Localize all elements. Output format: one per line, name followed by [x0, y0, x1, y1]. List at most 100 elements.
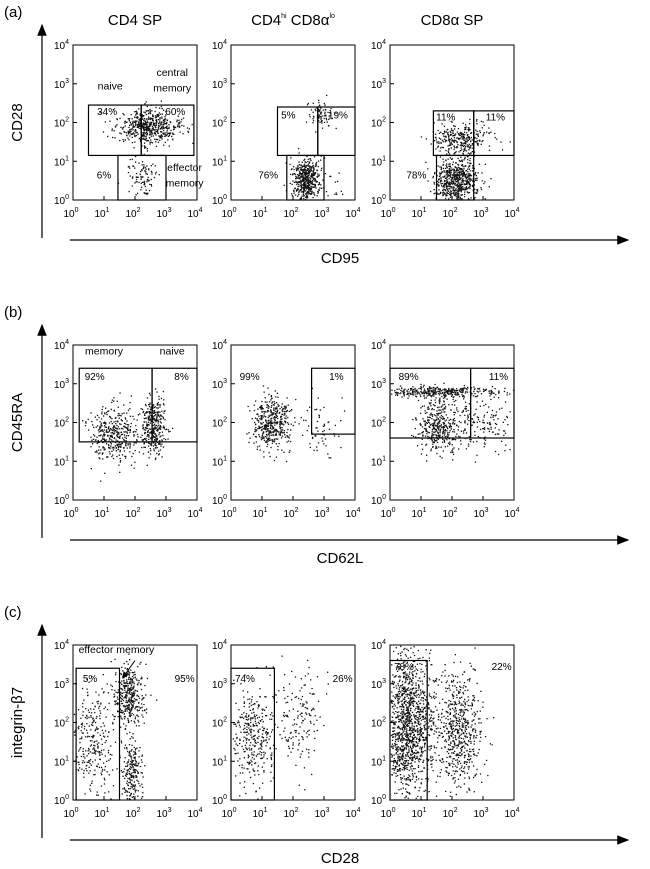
event-dot [436, 406, 439, 409]
event-dot [439, 419, 441, 421]
event-dot [467, 187, 469, 190]
event-dot [89, 751, 91, 753]
tick-label: 101 [212, 155, 227, 168]
event-dot [448, 198, 450, 200]
event-dot [257, 413, 259, 416]
event-dot [102, 435, 104, 437]
event-dot [157, 114, 159, 116]
event-dot [463, 165, 465, 168]
tick-label: 102 [283, 507, 298, 520]
event-dot [448, 425, 450, 428]
event-dot [126, 431, 128, 433]
event-dot [300, 189, 302, 191]
event-dot [89, 758, 92, 761]
event-dot [426, 460, 428, 462]
event-dot [94, 752, 96, 754]
event-dot [187, 130, 189, 132]
event-dot [268, 452, 270, 454]
event-dot [279, 423, 281, 425]
event-dot [163, 119, 165, 121]
event-dot [463, 196, 466, 198]
event-dot [326, 94, 328, 96]
event-dot [143, 704, 145, 706]
event-dot [132, 705, 134, 707]
event-dot [447, 442, 450, 444]
event-dot [468, 123, 471, 125]
event-dot [447, 132, 449, 134]
event-dot [444, 430, 446, 432]
event-dot [440, 425, 442, 427]
event-dot [137, 719, 139, 721]
event-dot [453, 390, 456, 392]
event-dot [483, 431, 485, 433]
event-dot [475, 408, 477, 410]
event-dot [471, 418, 474, 420]
event-dot [111, 436, 113, 438]
event-dot [306, 182, 308, 185]
event-dot [129, 408, 131, 410]
event-dot [152, 427, 155, 429]
event-dot [440, 412, 442, 414]
event-dot [494, 423, 496, 425]
event-dot [445, 438, 447, 440]
event-dot [113, 715, 115, 718]
event-dot [145, 426, 147, 429]
event-dot [444, 446, 446, 448]
event-dot [444, 395, 446, 397]
event-dot [467, 198, 470, 200]
event-dot [420, 386, 422, 388]
event-dot [191, 123, 193, 126]
event-dot [268, 435, 270, 437]
event-dot [451, 390, 453, 392]
event-dot [132, 452, 134, 455]
event-dot [149, 124, 152, 126]
event-dot [128, 126, 130, 129]
event-dot [423, 393, 425, 395]
event-dot [328, 125, 330, 127]
event-dot [150, 444, 152, 446]
event-dot [107, 135, 109, 138]
event-dot [453, 431, 456, 433]
event-dot [248, 432, 250, 434]
event-dot [134, 708, 136, 710]
event-dot [275, 421, 277, 423]
event-dot [473, 184, 475, 186]
event-dot [265, 428, 267, 431]
event-dot [85, 750, 87, 752]
event-dot [455, 171, 457, 173]
event-dot [116, 431, 118, 433]
event-dot [144, 446, 146, 448]
event-dot [144, 120, 146, 122]
event-dot [314, 108, 316, 110]
tick-base: 10 [54, 41, 66, 52]
event-dot [160, 418, 162, 420]
event-dot [322, 179, 324, 181]
event-dot [157, 414, 160, 416]
event-dot [103, 735, 105, 737]
event-dot [455, 193, 457, 196]
plot-title: CD4hi CD8αlo [251, 12, 335, 29]
event-dot [161, 439, 163, 441]
event-dot [155, 445, 157, 447]
event-dot [119, 428, 121, 430]
event-dot [481, 172, 483, 174]
event-dot [159, 127, 162, 130]
event-dot [458, 198, 460, 200]
event-dot [308, 168, 310, 170]
event-dot [316, 449, 318, 452]
event-dot [139, 119, 141, 121]
event-dot [408, 395, 410, 397]
event-dot [268, 419, 270, 422]
event-dot [159, 404, 161, 406]
event-dot [465, 187, 468, 189]
event-dot [164, 123, 166, 125]
event-dot [173, 125, 175, 127]
event-dot [292, 180, 294, 182]
event-dot [474, 173, 476, 175]
event-dot [302, 180, 304, 182]
event-dot [442, 140, 444, 143]
event-dot [455, 178, 457, 180]
event-dot [274, 390, 276, 392]
event-dot [421, 405, 424, 407]
event-dot [317, 165, 319, 168]
